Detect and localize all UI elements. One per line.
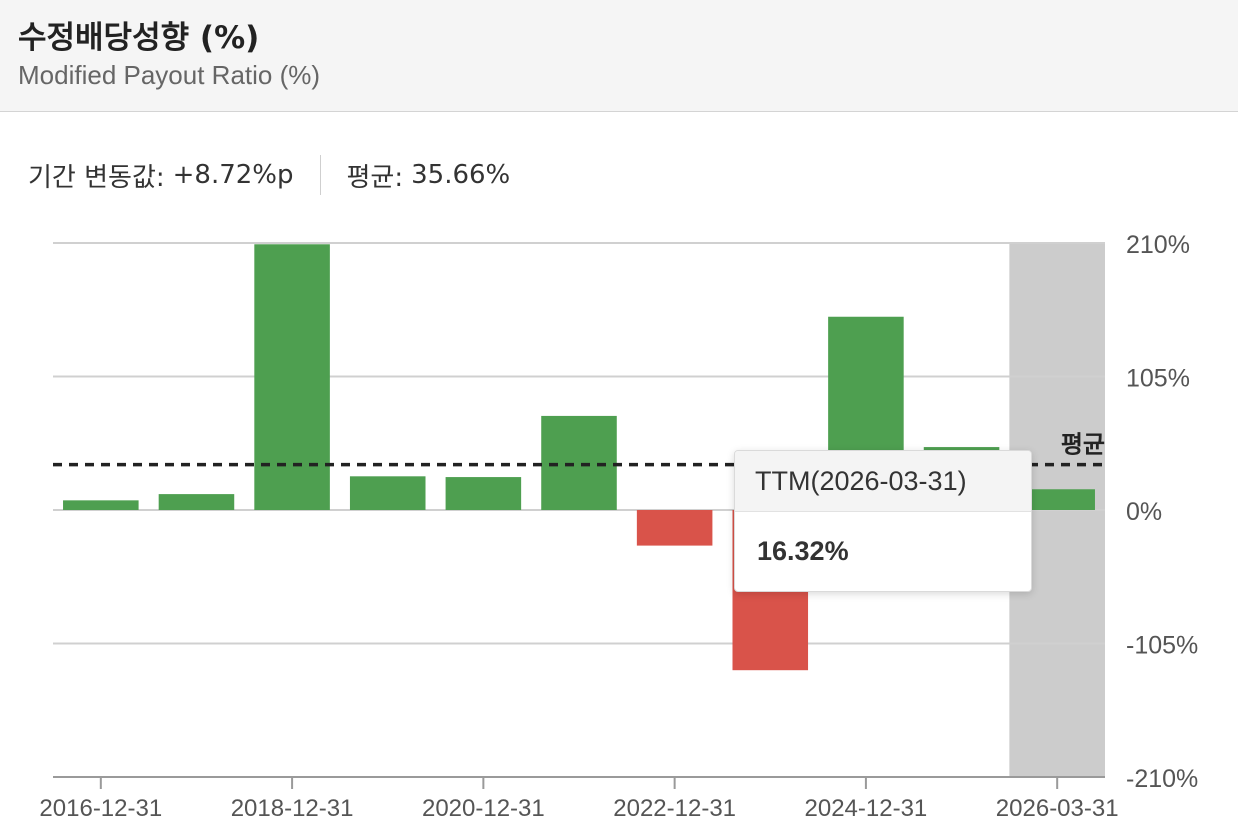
tooltip: TTM(2026-03-31) 16.32% — [734, 450, 1032, 592]
bar — [349, 476, 426, 510]
chart-title: 수정배당성향 (%) — [18, 20, 260, 56]
x-tick-label: 2022-12-31 — [613, 795, 736, 822]
x-tick-label: 2016-12-31 — [39, 795, 162, 822]
stats-bar: 기간 변동값: +8.72%p 평균: 35.66% — [28, 155, 510, 195]
chart-header: 수정배당성향 (%) Modified Payout Ratio (%) — [0, 0, 1238, 112]
y-tick-label: -210% — [1126, 765, 1198, 793]
x-tick-label: 2018-12-31 — [231, 795, 354, 822]
bar — [636, 510, 713, 546]
y-tick-label: 0% — [1126, 498, 1162, 526]
bar — [63, 500, 139, 510]
average-label: 평균: — [346, 162, 404, 193]
x-tick-label: 2024-12-31 — [805, 795, 928, 822]
x-tick-label: 2020-12-31 — [422, 795, 545, 822]
period-change-value: +8.72%p — [172, 160, 294, 190]
x-tick-label: 2026-03-31 — [996, 795, 1119, 822]
axis-layer: 210% 105% 0% -105% -210% 2016-12-31 2018-12-31… — [39, 231, 1198, 822]
y-tick-label: 105% — [1126, 365, 1190, 393]
bar — [254, 244, 330, 510]
chart-subtitle: Modified Payout Ratio (%) — [18, 60, 321, 90]
tooltip-value: 16.32% — [757, 536, 849, 566]
y-tick-label: 210% — [1126, 231, 1190, 259]
bar — [1019, 489, 1095, 510]
stats-divider — [319, 155, 321, 195]
average-line-label: 평균 — [1061, 431, 1105, 459]
period-change-label: 기간 변동값: — [28, 162, 165, 193]
average-value: 35.66% — [411, 160, 511, 190]
bar — [158, 494, 235, 510]
average-line-layer: 평균 — [53, 431, 1105, 467]
bar — [445, 477, 522, 510]
tooltip-title: TTM(2026-03-31) — [735, 451, 1031, 512]
y-tick-label: -105% — [1126, 632, 1198, 660]
